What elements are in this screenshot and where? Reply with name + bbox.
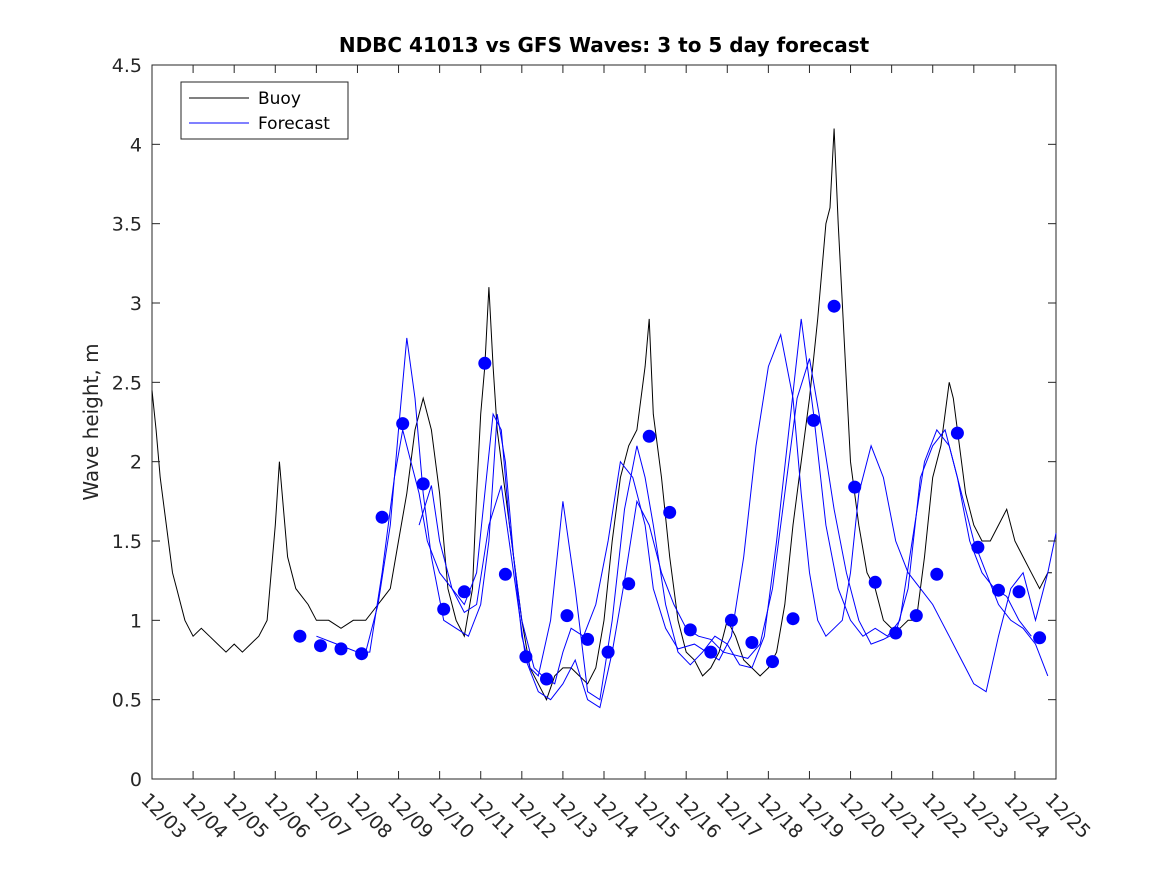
forecast-point [848,480,862,494]
forecast-series-line-1 [316,332,1057,693]
marker-layer [293,299,1047,686]
forecast-point [601,645,615,659]
forecast-point [766,655,779,669]
y-tick-label: 2.5 [112,372,142,394]
y-tick-label: 3.5 [112,214,142,236]
forecast-point [807,413,821,427]
forecast-point [560,609,574,623]
forecast-point [786,612,800,626]
forecast-point [930,567,944,581]
forecast-point [1012,585,1026,599]
forecast-point [457,585,471,599]
legend: Buoy Forecast [180,81,349,140]
legend-label-forecast: Forecast [258,114,330,134]
forecast-point [375,510,389,524]
forecast-point [704,645,718,659]
y-tick-label: 3 [130,293,142,315]
forecast-point [950,426,964,440]
forecast-point [827,299,841,313]
forecast-point [663,505,677,519]
forecast-point [868,575,882,589]
forecast-point [889,626,903,640]
forecast-point [478,356,492,370]
forecast-point [581,632,595,646]
forecast-point [1033,631,1047,645]
y-tick-label: 2 [130,452,142,474]
forecast-point [724,613,738,627]
forecast-point [396,417,410,431]
forecast-point [909,609,923,623]
forecast-point [314,639,327,653]
forecast-point [745,636,759,649]
forecast-point [971,540,985,554]
forecast-point [334,642,348,656]
y-tick-label: 4.5 [112,55,142,77]
forecast-point [622,577,636,591]
forecast-series-line-3 [418,358,1032,709]
forecast-point [437,602,451,616]
forecast-point [683,623,697,637]
forecast-point [293,629,307,643]
plot-area [151,64,1057,780]
forecast-point [540,672,553,686]
y-tick-label: 0 [130,769,142,791]
forecast-point [355,647,369,661]
forecast-point [416,477,430,491]
y-tick-label: 1 [130,610,142,632]
forecast-series-line-2 [365,318,1049,701]
y-tick-label: 0.5 [112,690,142,712]
series-layer [151,128,1057,709]
forecast-point [992,583,1005,597]
y-axis-label: Wave height, m [79,343,103,500]
y-tick-label: 4 [130,134,142,156]
chart-title: NDBC 41013 vs GFS Waves: 3 to 5 day fore… [339,33,870,57]
legend-box [180,81,349,140]
forecast-point [498,567,512,581]
forecast-point [519,650,533,664]
y-tick-label: 1.5 [112,531,142,553]
legend-label-buoy: Buoy [258,89,301,109]
forecast-point [642,429,656,443]
